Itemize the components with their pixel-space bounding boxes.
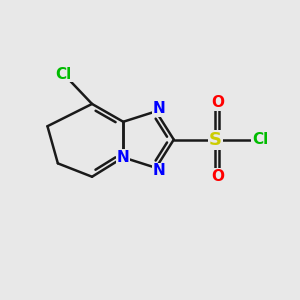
Text: N: N — [152, 101, 165, 116]
Text: S: S — [209, 130, 222, 148]
Text: O: O — [211, 95, 224, 110]
Text: Cl: Cl — [252, 132, 268, 147]
Text: O: O — [211, 169, 224, 184]
Text: N: N — [152, 163, 165, 178]
Text: Cl: Cl — [56, 67, 72, 82]
Text: N: N — [117, 150, 130, 165]
